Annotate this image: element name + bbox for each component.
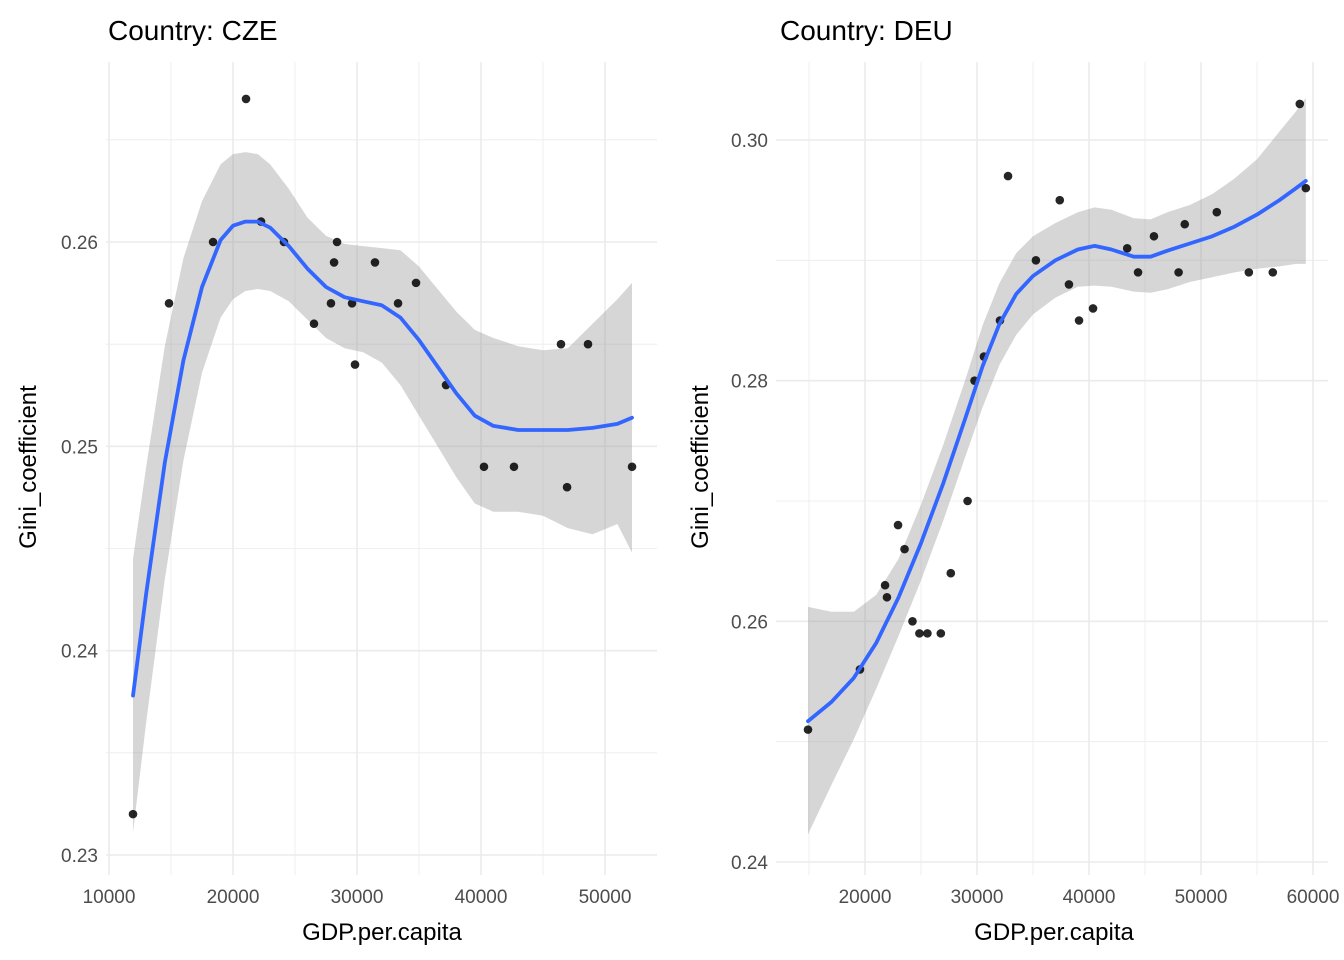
data-points — [128, 94, 637, 819]
data-point — [880, 580, 890, 590]
x-tick-labels: 10000 20000 30000 40000 50000 — [83, 887, 632, 908]
data-point — [329, 258, 339, 267]
data-point — [1088, 304, 1098, 313]
data-point — [1055, 195, 1065, 205]
data-point — [326, 299, 336, 308]
data-point — [1122, 244, 1132, 253]
y-tick-label: 0.28 — [731, 372, 768, 393]
x-tick-label: 10000 — [83, 887, 136, 908]
confidence-ribbon — [133, 152, 632, 833]
x-tick-label: 50000 — [1175, 887, 1228, 908]
data-point — [627, 462, 637, 472]
y-tick-labels: 0.24 0.26 0.28 0.30 — [731, 131, 768, 874]
data-point — [164, 299, 174, 308]
data-point — [583, 339, 593, 349]
data-point — [509, 462, 519, 472]
gridlines — [776, 62, 1328, 875]
loess-smooth-line — [131, 219, 634, 698]
y-tick-label: 0.26 — [731, 612, 768, 633]
data-point — [350, 360, 360, 369]
data-point — [946, 568, 956, 578]
x-axis-title: GDP.per.capita — [974, 919, 1134, 946]
panel-cze: 10000 20000 30000 40000 50000 0.230.240.250.… — [15, 15, 657, 946]
data-point — [1180, 219, 1190, 229]
plot-title: Country: DEU — [780, 15, 953, 46]
panel-deu: 20000 30000 40000 50000 60000 0.240.260.280.… — [687, 15, 1339, 946]
x-tick-label: 40000 — [1063, 887, 1116, 908]
gridlines — [106, 62, 657, 875]
loess-smooth-line — [806, 179, 1308, 724]
x-tick-label: 20000 — [839, 887, 892, 908]
y-tick-label: 0.23 — [61, 846, 98, 867]
plot-title: Country: CZE — [108, 15, 278, 46]
data-point — [208, 237, 218, 247]
data-point — [1133, 268, 1143, 277]
data-point — [1268, 268, 1278, 277]
x-tick-label: 60000 — [1287, 887, 1340, 908]
x-axis-title: GDP.per.capita — [302, 919, 462, 946]
data-point — [479, 462, 489, 472]
data-point — [1244, 268, 1254, 277]
data-point — [900, 544, 909, 554]
y-tick-label: 0.25 — [61, 437, 98, 458]
data-point — [893, 520, 903, 530]
data-point — [923, 629, 932, 638]
data-point — [332, 237, 342, 247]
confidence-ribbon — [808, 97, 1306, 835]
data-point — [1174, 268, 1183, 277]
x-tick-labels: 20000 30000 40000 50000 60000 — [839, 887, 1340, 908]
data-point — [803, 725, 813, 734]
x-tick-label: 30000 — [331, 887, 384, 908]
data-point — [908, 617, 917, 626]
y-tick-label: 0.24 — [61, 642, 98, 663]
y-tick-label: 0.26 — [61, 233, 98, 254]
x-tick-label: 30000 — [951, 887, 1004, 908]
y-tick-labels: 0.23 0.24 0.25 0.26 — [61, 233, 98, 867]
x-tick-label: 50000 — [579, 887, 632, 908]
data-point — [309, 319, 319, 329]
data-point — [1212, 207, 1222, 217]
data-point — [1149, 231, 1159, 241]
x-tick-label: 40000 — [455, 887, 508, 908]
data-point — [393, 299, 403, 308]
data-point — [128, 809, 138, 819]
x-tick-label: 20000 — [207, 887, 260, 908]
data-point — [241, 94, 251, 104]
data-point — [936, 629, 946, 638]
data-point — [963, 496, 972, 506]
y-axis-title: Gini_coefficient — [687, 385, 714, 549]
data-point — [1074, 316, 1084, 325]
data-point — [1301, 183, 1311, 193]
data-point — [1003, 171, 1013, 181]
data-point — [370, 258, 380, 267]
data-point — [1295, 99, 1305, 109]
data-point — [411, 278, 421, 288]
data-point — [556, 339, 566, 349]
y-axis-title: Gini_coefficient — [15, 385, 42, 549]
data-point — [882, 592, 892, 602]
y-tick-label: 0.30 — [731, 131, 768, 152]
data-point — [1031, 256, 1041, 265]
data-point — [1064, 280, 1074, 289]
data-point — [915, 629, 924, 638]
y-tick-label: 0.24 — [731, 853, 768, 874]
data-point — [562, 482, 572, 492]
